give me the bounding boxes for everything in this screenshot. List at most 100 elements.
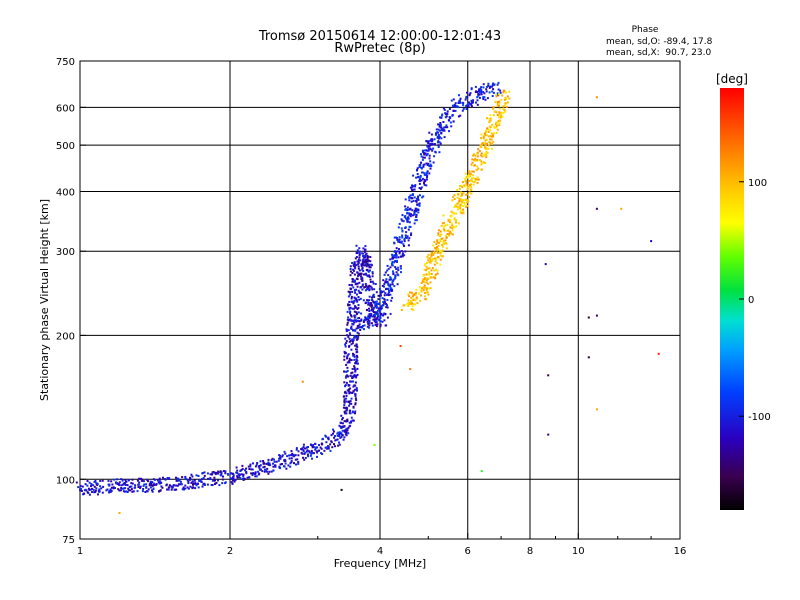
trace-point — [386, 299, 389, 301]
trace-point — [373, 288, 376, 291]
phase-stats-x-line: mean, sd,X: 90.7, 23.0 — [606, 48, 712, 58]
trace-point — [437, 247, 439, 250]
trace-point — [305, 450, 308, 453]
trace-point — [366, 325, 369, 328]
trace-point — [329, 443, 332, 446]
trace-point — [251, 474, 254, 477]
trace-point — [94, 489, 97, 492]
trace-point — [419, 289, 422, 292]
trace-point — [429, 139, 432, 142]
trace-point — [452, 98, 455, 101]
trace-point — [366, 275, 369, 278]
trace-point — [366, 256, 369, 259]
trace-point — [453, 194, 456, 197]
trace-point — [414, 184, 417, 187]
trace-point — [244, 469, 246, 472]
trace-point — [353, 319, 356, 322]
x-tick-label: 16 — [674, 546, 687, 557]
trace-point — [409, 194, 412, 197]
trace-point — [358, 252, 361, 255]
trace-point — [111, 483, 114, 486]
trace-point — [245, 470, 248, 473]
trace-point — [203, 484, 206, 486]
trace-point — [341, 422, 344, 425]
trace-point — [354, 412, 356, 415]
trace-point — [471, 101, 474, 104]
trace-point — [441, 222, 444, 225]
trace-point — [392, 278, 395, 281]
trace-point — [383, 294, 386, 297]
trace-point — [346, 355, 349, 358]
trace-point — [350, 372, 353, 375]
trace-point — [480, 136, 483, 139]
trace-point — [346, 334, 349, 337]
trace-point — [410, 197, 413, 200]
trace-point — [483, 142, 486, 144]
trace-point — [408, 237, 411, 240]
trace-point — [151, 490, 154, 493]
trace-point — [340, 422, 343, 424]
trace-point — [351, 338, 354, 341]
trace-point — [187, 482, 190, 484]
trace-point — [423, 178, 426, 181]
trace-point — [439, 240, 442, 243]
trace-point — [344, 385, 346, 388]
trace-point — [351, 322, 354, 325]
trace-point — [388, 278, 391, 281]
trace-point — [136, 479, 139, 482]
trace-point — [389, 258, 392, 261]
trace-point — [457, 201, 460, 204]
trace-point — [357, 335, 360, 338]
trace-point — [364, 250, 366, 253]
trace-point — [466, 104, 469, 107]
trace-point — [230, 477, 233, 480]
trace-point — [431, 138, 433, 141]
trace-point — [360, 286, 363, 288]
trace-point — [175, 488, 178, 491]
trace-point — [373, 315, 376, 318]
trace-point — [427, 273, 430, 276]
trace-point — [374, 283, 377, 285]
trace-point — [418, 180, 421, 182]
trace-point — [365, 318, 368, 321]
trace-point — [93, 485, 96, 488]
trace-point — [439, 230, 442, 233]
trace-point — [252, 462, 254, 465]
trace-point — [353, 368, 356, 371]
trace-point — [368, 266, 371, 269]
trace-point — [386, 304, 388, 307]
trace-point — [476, 158, 479, 161]
trace-point — [309, 454, 312, 457]
trace-point — [467, 103, 470, 106]
trace-point — [351, 262, 354, 264]
trace-point — [302, 448, 305, 451]
trace-point — [290, 459, 293, 462]
trace-point — [419, 187, 422, 190]
trace-point — [409, 186, 412, 189]
trace-point — [348, 300, 351, 303]
trace-point — [356, 389, 358, 392]
trace-point — [394, 266, 397, 269]
trace-point — [390, 263, 393, 266]
trace-point — [484, 144, 487, 147]
trace-point — [416, 169, 418, 172]
trace-point — [416, 167, 419, 170]
trace-point — [461, 194, 463, 197]
trace-point — [120, 487, 123, 489]
trace-point — [391, 257, 394, 260]
trace-point — [468, 175, 471, 178]
trace-point — [346, 318, 349, 321]
trace-point — [259, 468, 262, 471]
trace-point — [367, 288, 370, 291]
trace-point — [338, 443, 341, 446]
trace-point — [477, 94, 480, 97]
trace-point — [355, 376, 358, 379]
trace-point — [477, 93, 480, 96]
trace-point — [281, 463, 283, 465]
trace-point — [364, 256, 367, 259]
trace-point — [422, 151, 424, 154]
trace-point — [281, 454, 284, 457]
trace-point — [270, 470, 273, 473]
outlier-point — [480, 470, 483, 473]
trace-point — [84, 483, 87, 486]
